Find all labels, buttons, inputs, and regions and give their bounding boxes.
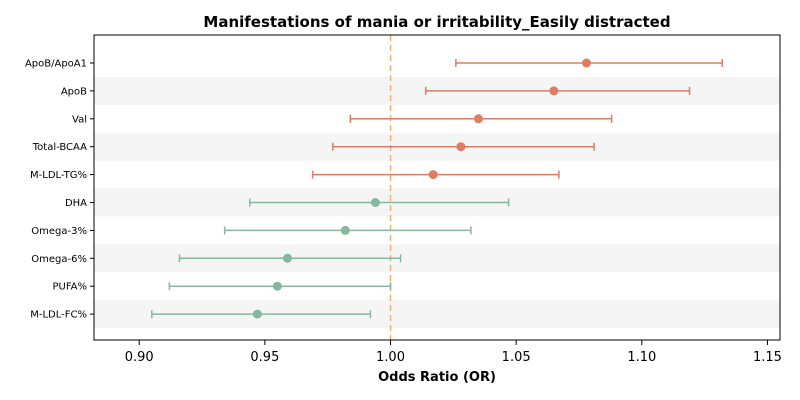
- x-tick-label: 1.10: [627, 350, 656, 365]
- or-point: [428, 170, 438, 180]
- y-labels-layer: ApoB/ApoA1 ApoB Val Total-BCAA M-LDL-TG% DHA O…: [25, 59, 94, 321]
- y-tick-label: M-LDL-TG%: [30, 170, 87, 181]
- plot-frame: [93, 34, 781, 341]
- or-point: [582, 58, 592, 68]
- x-tick-label: 1.05: [502, 350, 531, 365]
- axes-layer: [93, 34, 781, 341]
- y-tick-label: ApoB: [61, 86, 87, 97]
- chart-title: Manifestations of mania or irritability_…: [203, 13, 670, 31]
- or-point: [272, 281, 282, 291]
- or-point: [282, 253, 292, 263]
- or-point: [473, 114, 483, 124]
- or-point: [370, 198, 380, 207]
- or-point: [252, 309, 262, 319]
- y-tick-label: PUFA%: [52, 282, 87, 293]
- x-tick-label: 1.15: [753, 350, 782, 365]
- or-point: [456, 142, 466, 152]
- y-tick-label: Val: [72, 114, 87, 125]
- y-tick-label: ApoB/ApoA1: [25, 59, 87, 70]
- or-point: [549, 86, 559, 96]
- x-axis-label: Odds Ratio (OR): [378, 370, 496, 385]
- y-tick-label: M-LDL-FC%: [30, 310, 87, 321]
- or-point: [340, 225, 350, 235]
- marks-layer: [151, 58, 723, 319]
- x-tick-label: 0.90: [125, 350, 154, 365]
- x-tick-label: 1.00: [376, 350, 405, 365]
- x-tick-label: 0.95: [250, 350, 279, 365]
- y-tick-label: Total-BCAA: [32, 142, 87, 153]
- y-tick-label: Omega-3%: [31, 226, 87, 237]
- y-tick-label: DHA: [65, 198, 87, 209]
- y-tick-label: Omega-6%: [31, 254, 87, 265]
- x-ticks-layer: 0.90 0.95 1.00 1.05 1.10 1.15: [125, 340, 782, 365]
